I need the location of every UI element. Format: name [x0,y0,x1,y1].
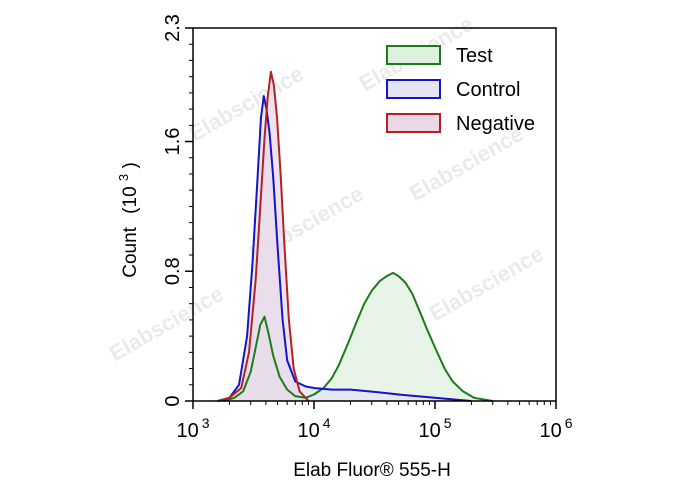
y-tick-label: 0 [162,395,184,406]
x-tick-label: 10 4 [297,415,330,442]
x-tick-label: 10 6 [539,415,572,442]
y-tick-label: 0.8 [162,257,184,285]
y-axis-title: Count (10 3 ) [112,162,141,278]
watermark-text: Elabscience [185,61,308,146]
series-line-layer [217,70,493,402]
legend-label-test: Test [456,45,493,67]
test-series-fill [223,272,493,401]
x-axis: 10 3 10 4 10 5 10 6 [176,401,573,442]
y-tick-label: 1.6 [162,128,184,156]
watermark-text: Elabscience [105,281,228,366]
legend-label-negative: Negative [456,113,535,135]
y-axis-title-label: Count [120,226,141,277]
control-series-line [217,95,472,402]
legend-swatch-negative [386,113,441,133]
watermark-text: Elabscience [425,241,548,326]
legend: Test Control Negative [386,45,535,135]
y-axis-unit-base: (10 [120,186,141,213]
legend-label-control: Control [456,79,520,101]
x-tick-label: 10 5 [418,415,451,442]
y-axis: 0 0.8 1.6 2.3 [162,14,193,407]
y-tick-label: 2.3 [162,14,184,42]
negative-series-fill [217,71,309,402]
y-axis-unit-exponent: 3 [116,174,131,181]
negative-series-line [217,70,310,402]
plot-frame [192,27,557,402]
legend-swatch-test [386,45,441,65]
test-series-line [223,271,493,402]
x-axis-title: Elab Fluor® 555-H [293,460,451,481]
legend-swatch-control [386,79,441,99]
series-fill-layer [217,71,493,402]
x-tick-label: 10 3 [176,415,209,442]
y-axis-unit-close: ) [120,162,141,168]
